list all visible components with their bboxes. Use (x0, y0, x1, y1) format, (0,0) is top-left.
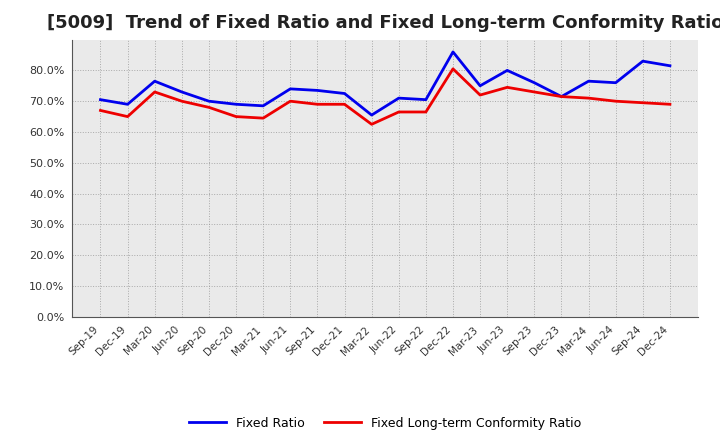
Fixed Ratio (395, 95, 403, 101)
Fixed Long-term Conformity Ratio (232, 114, 240, 119)
Fixed Long-term Conformity Ratio (665, 102, 674, 107)
Fixed Ratio (96, 97, 105, 102)
Fixed Ratio (123, 102, 132, 107)
Fixed Long-term Conformity Ratio (178, 99, 186, 104)
Fixed Ratio (286, 86, 294, 92)
Fixed Ratio (557, 94, 566, 99)
Fixed Ratio (259, 103, 268, 108)
Line: Fixed Long-term Conformity Ratio: Fixed Long-term Conformity Ratio (101, 69, 670, 124)
Fixed Long-term Conformity Ratio (421, 109, 430, 114)
Fixed Long-term Conformity Ratio (259, 115, 268, 121)
Fixed Long-term Conformity Ratio (395, 109, 403, 114)
Fixed Ratio (665, 63, 674, 68)
Fixed Long-term Conformity Ratio (557, 94, 566, 99)
Fixed Long-term Conformity Ratio (204, 105, 213, 110)
Fixed Ratio (530, 80, 539, 85)
Fixed Ratio (421, 97, 430, 102)
Fixed Ratio (341, 91, 349, 96)
Fixed Long-term Conformity Ratio (503, 84, 511, 90)
Fixed Long-term Conformity Ratio (449, 66, 457, 71)
Fixed Long-term Conformity Ratio (611, 99, 620, 104)
Fixed Ratio (503, 68, 511, 73)
Fixed Ratio (476, 83, 485, 88)
Fixed Long-term Conformity Ratio (123, 114, 132, 119)
Fixed Long-term Conformity Ratio (639, 100, 647, 105)
Fixed Long-term Conformity Ratio (96, 108, 105, 113)
Fixed Ratio (232, 102, 240, 107)
Fixed Long-term Conformity Ratio (313, 102, 322, 107)
Fixed Ratio (313, 88, 322, 93)
Fixed Ratio (150, 78, 159, 84)
Fixed Long-term Conformity Ratio (286, 99, 294, 104)
Fixed Ratio (449, 49, 457, 55)
Fixed Long-term Conformity Ratio (530, 89, 539, 95)
Fixed Long-term Conformity Ratio (341, 102, 349, 107)
Fixed Ratio (611, 80, 620, 85)
Fixed Ratio (584, 78, 593, 84)
Title: [5009]  Trend of Fixed Ratio and Fixed Long-term Conformity Ratio: [5009] Trend of Fixed Ratio and Fixed Lo… (47, 15, 720, 33)
Fixed Long-term Conformity Ratio (150, 89, 159, 95)
Fixed Long-term Conformity Ratio (584, 95, 593, 101)
Fixed Long-term Conformity Ratio (476, 92, 485, 98)
Fixed Ratio (178, 89, 186, 95)
Fixed Ratio (204, 99, 213, 104)
Fixed Ratio (367, 112, 376, 117)
Fixed Long-term Conformity Ratio (367, 121, 376, 127)
Legend: Fixed Ratio, Fixed Long-term Conformity Ratio: Fixed Ratio, Fixed Long-term Conformity … (184, 412, 587, 435)
Fixed Ratio (639, 59, 647, 64)
Line: Fixed Ratio: Fixed Ratio (101, 52, 670, 115)
